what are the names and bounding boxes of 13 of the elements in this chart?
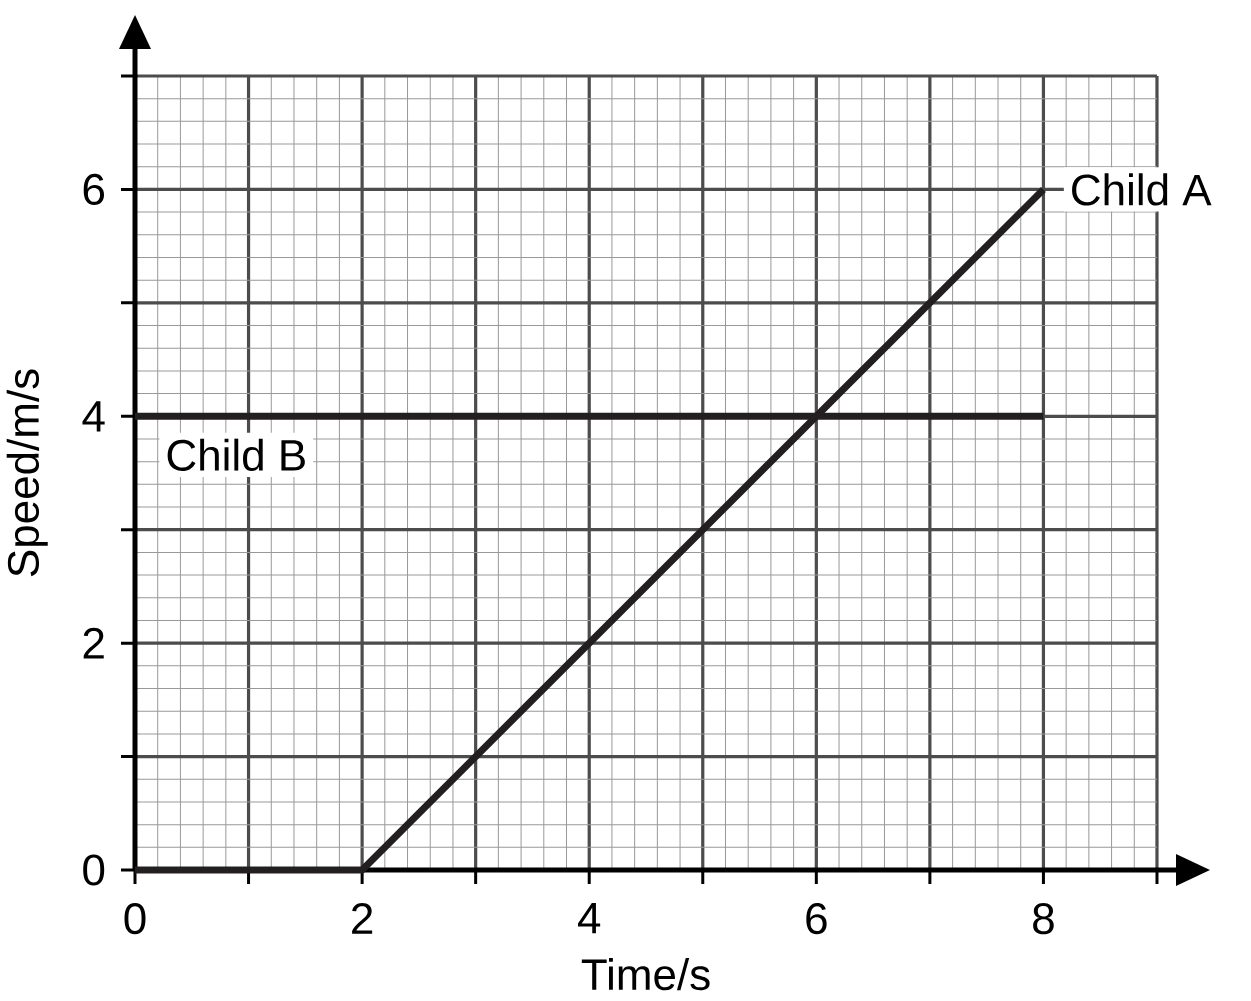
x-tick-label: 8: [1033, 903, 1054, 935]
series-label: Child B: [167, 438, 305, 472]
y-tick-label: 0: [83, 854, 105, 886]
y-axis-title: Speed/m/s: [6, 369, 48, 577]
series-label: Child A: [1072, 173, 1212, 206]
x-tick-label: 2: [352, 903, 373, 934]
x-tick-label: 0: [124, 903, 146, 935]
x-axis-title: Time/s: [581, 957, 710, 991]
y-tick-label: 2: [83, 627, 104, 659]
x-tick-label: 4: [577, 903, 601, 934]
y-tick-label: 6: [83, 173, 105, 206]
x-tick-label: 6: [806, 903, 827, 935]
y-tick-label: 4: [82, 401, 105, 432]
